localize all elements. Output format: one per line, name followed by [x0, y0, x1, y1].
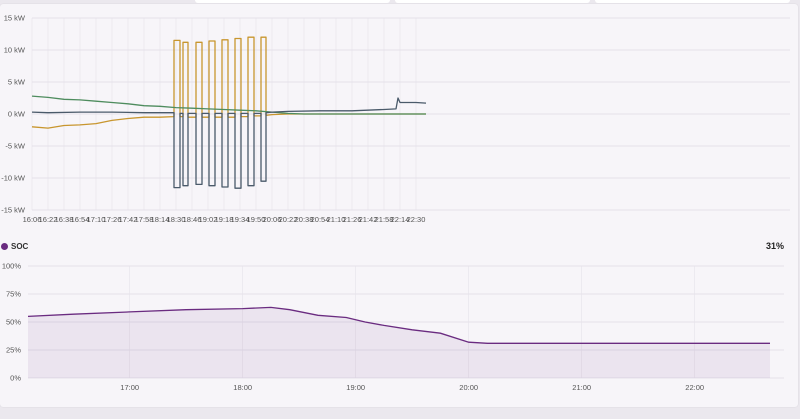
power-x-tick: 18:46 [183, 215, 202, 224]
power-x-tick: 17:58 [135, 215, 154, 224]
top-tab [395, 0, 590, 3]
soc-x-tick: 17:00 [120, 383, 139, 392]
soc-x-tick: 21:00 [572, 383, 591, 392]
soc-y-tick: 100% [2, 262, 22, 271]
soc-y-tick: 25% [6, 346, 21, 355]
power-x-tick: 17:42 [119, 215, 138, 224]
power-x-tick: 20:54 [311, 215, 330, 224]
soc-line [27, 306, 770, 344]
soc-y-tick: 0% [10, 374, 21, 383]
power-y-tick: 5 kW [8, 78, 26, 87]
power-x-tick: 21:42 [359, 215, 378, 224]
soc-x-tick: 20:00 [459, 383, 478, 392]
power-x-tick: 20:22 [279, 215, 298, 224]
power-x-tick: 21:26 [343, 215, 362, 224]
power-y-tick: -5 kW [5, 142, 26, 151]
soc-x-tick: 18:00 [233, 383, 252, 392]
power-x-tick: 22:30 [407, 215, 426, 224]
soc-legend-dot [1, 243, 8, 250]
power-y-tick: -15 kW [1, 206, 26, 215]
soc-y-tick: 50% [6, 318, 21, 327]
top-tab [595, 0, 790, 3]
power-series-2 [31, 97, 427, 189]
power-x-tick: 18:14 [151, 215, 170, 224]
soc-y-tick: 75% [6, 290, 21, 299]
soc-current-value: 31% [766, 241, 785, 251]
power-x-tick: 20:06 [263, 215, 282, 224]
soc-x-tick: 22:00 [685, 383, 704, 392]
power-x-tick: 19:02 [199, 215, 218, 224]
power-y-tick: 15 kW [4, 14, 26, 23]
power-x-tick: 17:10 [87, 215, 106, 224]
power-y-tick: 10 kW [4, 46, 26, 55]
power-x-tick: 19:18 [215, 215, 234, 224]
power-x-tick: 16:54 [71, 215, 90, 224]
power-x-tick: 17:26 [103, 215, 122, 224]
power-x-tick: 19:50 [247, 215, 266, 224]
soc-area [28, 307, 770, 378]
power-x-tick: 16:06 [23, 215, 42, 224]
power-y-tick: -10 kW [1, 174, 26, 183]
power-x-tick: 16:38 [55, 215, 74, 224]
power-x-tick: 19:34 [231, 215, 250, 224]
chart-card [0, 4, 798, 407]
power-x-tick: 22:14 [391, 215, 410, 224]
soc-x-tick: 19:00 [346, 383, 365, 392]
power-x-tick: 18:30 [167, 215, 186, 224]
power-x-tick: 16:22 [39, 215, 58, 224]
power-x-tick: 21:10 [327, 215, 346, 224]
power-x-tick: 21:58 [375, 215, 394, 224]
soc-legend-label: SOC [11, 242, 29, 251]
top-strip [0, 0, 800, 4]
power-series-0 [31, 36, 426, 129]
top-tab [195, 0, 390, 3]
power-series-1 [31, 95, 426, 115]
power-x-tick: 20:38 [295, 215, 314, 224]
power-y-tick: 0 kW [8, 110, 26, 119]
